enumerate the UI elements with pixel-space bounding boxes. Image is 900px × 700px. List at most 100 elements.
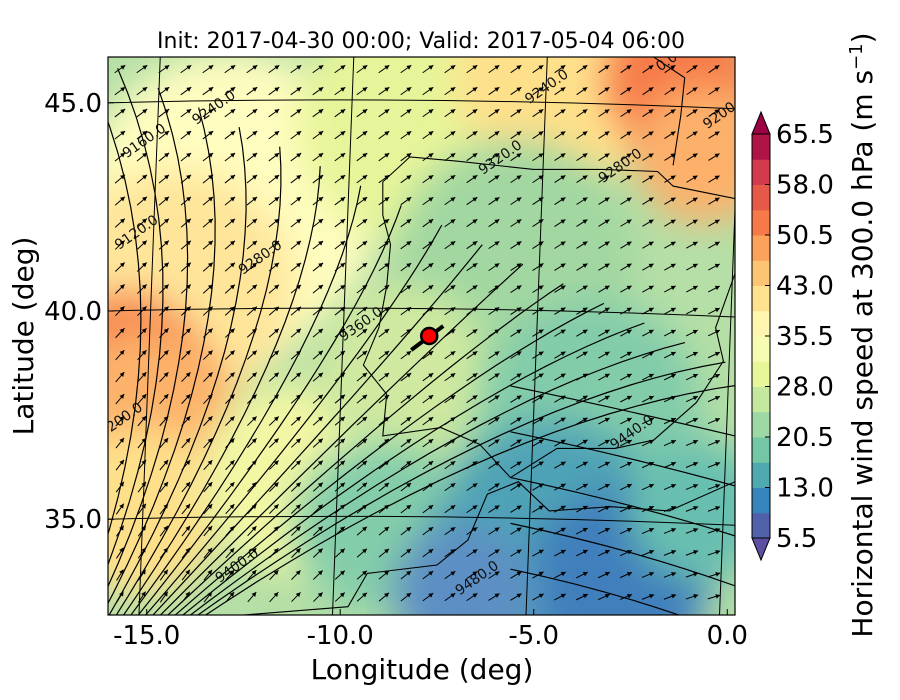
vector-head <box>406 526 412 532</box>
meridian <box>525 57 548 615</box>
wind-vector <box>575 593 589 601</box>
wind-vector <box>576 64 588 74</box>
vector-head <box>384 373 390 378</box>
vector-head <box>494 285 500 290</box>
vector-head <box>516 263 522 268</box>
wind-vector <box>291 591 301 603</box>
vector-head <box>362 416 368 422</box>
wind-vector <box>224 240 236 250</box>
vector-head <box>648 483 654 489</box>
wind-vector <box>203 437 213 449</box>
wind-vector <box>312 174 324 184</box>
vector-head <box>450 439 456 444</box>
wind-vector <box>247 569 257 581</box>
vector-head <box>560 395 566 400</box>
wind-vector <box>114 240 126 250</box>
wind-vector <box>203 393 213 405</box>
wind-vector <box>664 131 676 139</box>
wind-vector <box>114 152 126 162</box>
wind-vector <box>137 393 147 405</box>
vector-head <box>516 483 522 488</box>
vector-head <box>406 461 412 466</box>
wind-vector <box>246 262 258 272</box>
vector-head <box>604 197 610 202</box>
wind-vector <box>181 350 191 360</box>
vector-head <box>274 109 280 114</box>
vector-head <box>406 373 412 378</box>
vector-head <box>119 328 125 334</box>
wind-vector <box>663 395 677 403</box>
wind-vector <box>203 459 213 471</box>
vector-head <box>119 218 125 224</box>
wind-vector <box>532 505 544 513</box>
wind-vector <box>641 505 655 513</box>
wind-vector <box>664 307 676 315</box>
wind-vector <box>356 372 368 382</box>
vector-head <box>428 461 434 466</box>
wind-vector <box>510 461 522 469</box>
wind-vector <box>400 438 412 448</box>
colorbar-swatch <box>752 235 770 261</box>
wind-vector <box>686 285 698 293</box>
wind-vector <box>246 64 258 74</box>
vector-head <box>450 285 456 290</box>
vector-head <box>494 329 500 334</box>
vector-head <box>538 175 544 180</box>
contour-line <box>108 127 247 615</box>
wind-vector <box>203 525 213 537</box>
vector-head <box>626 483 632 489</box>
wind-vector <box>422 438 434 448</box>
wind-vector <box>115 547 125 559</box>
wind-vector <box>620 395 632 403</box>
vector-head <box>450 87 456 92</box>
wind-vector <box>114 64 126 74</box>
vector-head <box>273 350 279 356</box>
wind-vector <box>576 153 588 161</box>
vector-head <box>538 505 544 511</box>
wind-vector <box>708 131 720 139</box>
vector-head <box>273 394 279 400</box>
vector-head <box>472 461 478 466</box>
vector-head <box>582 241 588 246</box>
wind-vector <box>532 263 544 271</box>
vector-head <box>472 329 478 334</box>
wind-vector <box>488 417 500 425</box>
wind-vector <box>158 262 170 272</box>
vector-head <box>582 439 588 445</box>
colorbar-ticks: 5.5 13.0 20.5 28.0 35.5 43.0 50.5 58.0 65.5 <box>765 120 834 554</box>
vector-head <box>538 197 544 202</box>
wind-vector <box>620 108 632 118</box>
wind-vector <box>334 526 346 536</box>
wind-vector <box>642 307 654 315</box>
vector-head <box>715 572 721 577</box>
wind-vector <box>246 394 258 404</box>
wind-vector <box>466 240 478 250</box>
wind-vector <box>334 570 346 580</box>
vector-head <box>472 351 478 356</box>
vector-head <box>538 241 544 246</box>
vector-head <box>428 307 434 312</box>
wind-vector <box>598 307 610 315</box>
vector-head <box>516 329 522 334</box>
wind-vector <box>400 328 412 338</box>
vector-head <box>252 65 258 70</box>
vector-head <box>692 131 698 136</box>
wind-vector <box>356 328 368 338</box>
wind-vector <box>159 547 169 559</box>
vector-head <box>560 241 566 246</box>
vector-head <box>163 459 169 465</box>
vector-head <box>450 417 456 422</box>
parallel <box>108 99 735 110</box>
vector-head <box>229 526 235 531</box>
colorbar-label-sup: −1 <box>846 43 867 70</box>
wind-vector <box>225 525 235 537</box>
wind-vector <box>554 571 566 579</box>
vector-head <box>339 548 345 554</box>
wind-vector <box>334 482 346 492</box>
wind-vector <box>510 196 522 206</box>
wind-vector <box>115 459 125 471</box>
vector-head <box>142 65 148 70</box>
wind-vector <box>708 86 720 96</box>
wind-vector <box>532 527 544 535</box>
vector-head <box>450 153 456 158</box>
